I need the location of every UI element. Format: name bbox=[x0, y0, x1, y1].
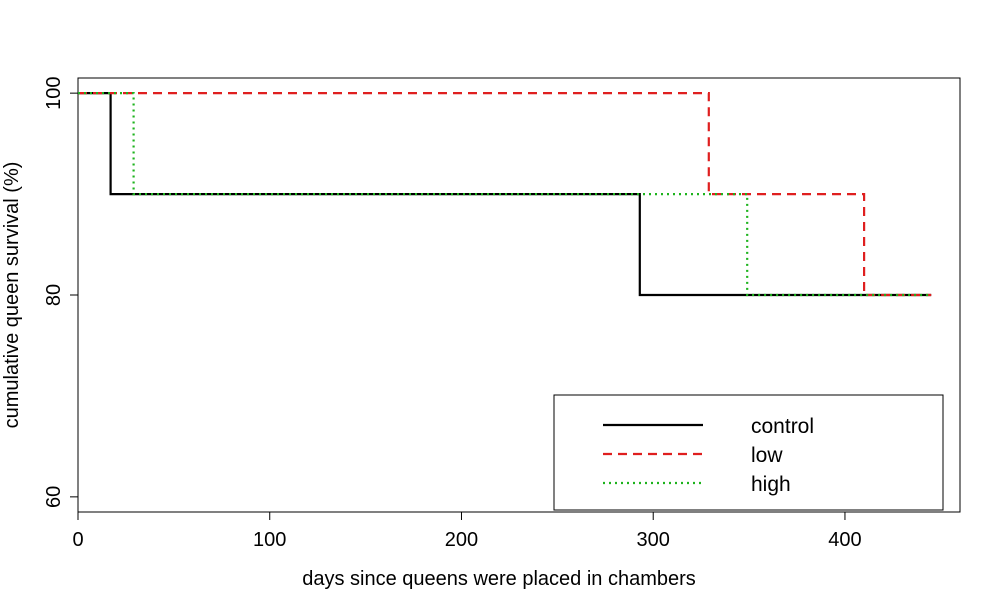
y-tick-label-1: 80 bbox=[43, 284, 65, 306]
x-tick-label-0: 0 bbox=[72, 529, 83, 551]
x-tick-label-4: 400 bbox=[828, 529, 861, 551]
x-axis-label: days since queens were placed in chamber… bbox=[302, 568, 696, 590]
legend-label-low: low bbox=[751, 444, 783, 467]
y-tick-label-0: 60 bbox=[43, 486, 65, 508]
legend-label-control: control bbox=[751, 415, 814, 438]
legend-label-high: high bbox=[751, 473, 791, 496]
legend: control low high bbox=[553, 394, 944, 511]
series-layer bbox=[78, 91, 932, 297]
x-tick-label-1: 100 bbox=[253, 529, 286, 551]
y-axis-label: cumulative queen survival (%) bbox=[1, 162, 23, 429]
series-line-control bbox=[78, 91, 932, 297]
series-line-high bbox=[78, 91, 932, 297]
series-line-low bbox=[78, 91, 932, 297]
legend-box bbox=[553, 394, 944, 511]
y-tick-label-2: 100 bbox=[43, 76, 65, 109]
x-tick-label-2: 200 bbox=[445, 529, 478, 551]
axes-layer: 0 100 200 300 400 60 80 100 bbox=[43, 76, 862, 551]
x-tick-label-3: 300 bbox=[637, 529, 670, 551]
